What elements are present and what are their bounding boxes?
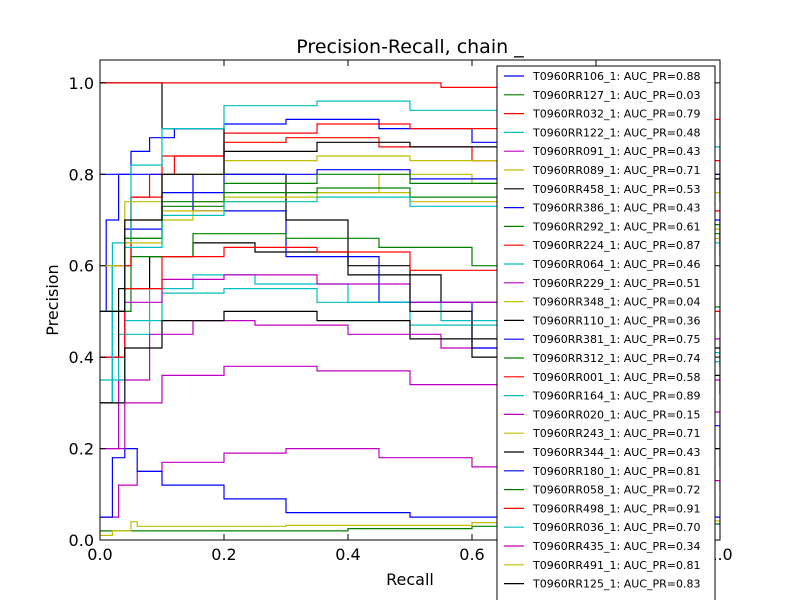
y-tick-label: 0.0 xyxy=(69,531,94,550)
legend-entry: T0960RR348_1: AUC_PR=0.04 xyxy=(532,296,700,309)
legend-entry: T0960RR036_1: AUC_PR=0.70 xyxy=(532,521,700,534)
x-tick-label: 0.2 xyxy=(211,545,236,564)
legend-entry: T0960RR091_1: AUC_PR=0.43 xyxy=(532,145,700,158)
legend-entry: T0960RR435_1: AUC_PR=0.34 xyxy=(532,540,700,553)
legend-entry: T0960RR125_1: AUC_PR=0.83 xyxy=(532,578,700,591)
legend-entry: T0960RR224_1: AUC_PR=0.87 xyxy=(532,239,700,252)
y-axis-title: Precision xyxy=(43,264,62,335)
legend-entry: T0960RR064_1: AUC_PR=0.46 xyxy=(532,258,700,271)
legend-entry: T0960RR106_1: AUC_PR=0.88 xyxy=(532,70,700,83)
legend-entry: T0960RR089_1: AUC_PR=0.71 xyxy=(532,164,700,177)
y-tick-label: 0.4 xyxy=(69,348,94,367)
plot-frame xyxy=(99,59,721,541)
legend-entry: T0960RR458_1: AUC_PR=0.53 xyxy=(532,183,700,196)
legend-entry: T0960RR001_1: AUC_PR=0.58 xyxy=(532,371,700,384)
legend-entry: T0960RR032_1: AUC_PR=0.79 xyxy=(532,108,700,121)
legend-entry: T0960RR110_1: AUC_PR=0.36 xyxy=(532,314,700,327)
x-tick-label: 0.4 xyxy=(335,545,360,564)
legend-entry: T0960RR498_1: AUC_PR=0.91 xyxy=(532,502,700,515)
legend-entry: T0960RR058_1: AUC_PR=0.72 xyxy=(532,484,700,497)
legend-entry: T0960RR164_1: AUC_PR=0.89 xyxy=(532,390,700,403)
x-axis-title: Recall xyxy=(386,570,434,589)
legend-entry: T0960RR180_1: AUC_PR=0.81 xyxy=(532,465,700,478)
legend-entry: T0960RR020_1: AUC_PR=0.15 xyxy=(532,408,700,421)
legend-entry: T0960RR292_1: AUC_PR=0.61 xyxy=(532,220,700,233)
y-tick-label: 0.8 xyxy=(69,165,94,184)
legend: T0960RR106_1: AUC_PR=0.88 T0960RR127_1: A… xyxy=(496,65,716,600)
legend-entry: T0960RR312_1: AUC_PR=0.74 xyxy=(532,352,700,365)
legend-entry: T0960RR243_1: AUC_PR=0.71 xyxy=(532,427,700,440)
x-tick-label: 0.0 xyxy=(87,545,112,564)
legend-entry: T0960RR229_1: AUC_PR=0.51 xyxy=(532,277,700,290)
chart-title: Precision-Recall, chain _ xyxy=(296,36,524,58)
y-tick-label: 0.6 xyxy=(69,257,94,276)
y-tick-label: 1.0 xyxy=(69,74,94,93)
y-tick-label: 0.2 xyxy=(69,440,94,459)
legend-entry: T0960RR386_1: AUC_PR=0.43 xyxy=(532,202,700,215)
legend-entry: T0960RR491_1: AUC_PR=0.81 xyxy=(532,559,700,572)
legend-box xyxy=(496,65,716,600)
x-tick-label: 0.6 xyxy=(459,545,484,564)
legend-entry: T0960RR344_1: AUC_PR=0.43 xyxy=(532,446,700,459)
legend-entry: T0960RR127_1: AUC_PR=0.03 xyxy=(532,89,700,102)
legend-entry: T0960RR122_1: AUC_PR=0.48 xyxy=(532,126,700,139)
legend-entry: T0960RR381_1: AUC_PR=0.75 xyxy=(532,333,700,346)
series-line-22 xyxy=(100,448,720,518)
